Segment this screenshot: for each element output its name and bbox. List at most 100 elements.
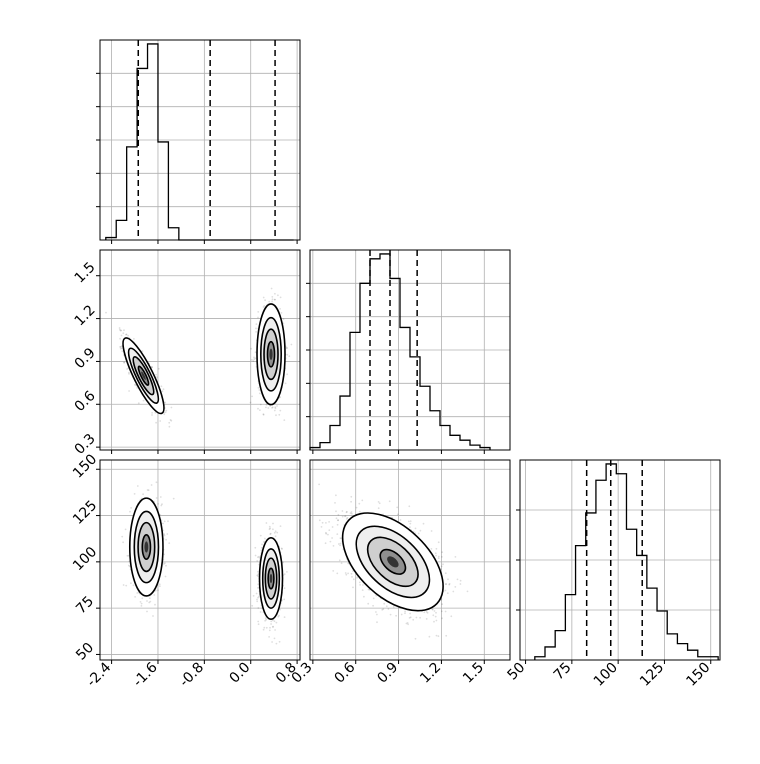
scatter-point xyxy=(171,407,173,409)
scatter-point xyxy=(368,589,370,591)
scatter-point xyxy=(138,402,140,404)
scatter-point xyxy=(404,611,406,613)
scatter-point xyxy=(441,566,443,568)
scatter-point xyxy=(151,412,153,414)
scatter-point xyxy=(389,500,391,502)
scatter-point xyxy=(264,538,266,540)
scatter-point xyxy=(276,643,278,645)
scatter-point xyxy=(258,389,260,391)
scatter-point xyxy=(122,541,124,543)
scatter-point xyxy=(146,600,148,602)
scatter-point xyxy=(378,501,380,503)
density-contour xyxy=(144,541,148,552)
scatter-point xyxy=(165,411,167,413)
scatter-point xyxy=(250,348,252,350)
scatter-point xyxy=(408,521,410,523)
scatter-point xyxy=(438,557,440,559)
scatter-point xyxy=(254,547,256,549)
scatter-point xyxy=(284,616,286,618)
scatter-point xyxy=(125,529,127,531)
scatter-point xyxy=(168,542,170,544)
scatter-point xyxy=(121,350,123,352)
scatter-point xyxy=(160,496,162,498)
scatter-point xyxy=(436,620,438,622)
scatter-point xyxy=(438,556,440,558)
scatter-point xyxy=(261,547,263,549)
scatter-point xyxy=(259,409,261,411)
scatter-point xyxy=(410,520,412,522)
scatter-point xyxy=(267,407,269,409)
scatter-panel-2-1 xyxy=(310,460,510,664)
scatter-point xyxy=(164,562,166,564)
scatter-point xyxy=(121,536,123,538)
scatter-point xyxy=(438,635,440,637)
scatter-point xyxy=(372,605,374,607)
scatter-point xyxy=(331,537,333,539)
scatter-point xyxy=(130,582,132,584)
scatter-point xyxy=(347,573,349,575)
scatter-point xyxy=(142,493,144,495)
scatter-point xyxy=(257,621,259,623)
scatter-point xyxy=(256,560,258,562)
scatter-point xyxy=(409,523,411,525)
scatter-point xyxy=(271,407,273,409)
scatter-point xyxy=(266,522,268,524)
scatter-point xyxy=(279,410,281,412)
scatter-point xyxy=(255,328,257,330)
scatter-point xyxy=(260,535,262,537)
scatter-point xyxy=(390,614,392,616)
scatter-point xyxy=(253,595,255,597)
scatter-point xyxy=(322,522,324,524)
scatter-point xyxy=(350,496,352,498)
scatter-point xyxy=(165,410,167,412)
scatter-point xyxy=(130,507,132,509)
scatter-point xyxy=(359,584,361,586)
scatter-point xyxy=(253,360,255,362)
scatter-point xyxy=(256,601,258,603)
scatter-point xyxy=(157,589,159,591)
scatter-point xyxy=(279,308,281,310)
scatter-point xyxy=(341,562,343,564)
scatter-point xyxy=(251,396,253,398)
scatter-point xyxy=(133,584,135,586)
scatter-point xyxy=(363,596,365,598)
scatter-point xyxy=(325,522,327,524)
scatter-point xyxy=(142,350,144,352)
scatter-point xyxy=(251,605,253,607)
scatter-point xyxy=(119,346,121,348)
scatter-point xyxy=(123,584,125,586)
panel-body xyxy=(310,460,510,660)
scatter-point xyxy=(128,372,130,374)
scatter-point xyxy=(333,545,335,547)
scatter-point xyxy=(340,543,342,545)
scatter-point xyxy=(257,311,259,313)
scatter-point xyxy=(155,422,157,424)
scatter-point xyxy=(436,548,438,550)
scatter-point xyxy=(151,414,153,416)
scatter-point xyxy=(339,559,341,561)
scatter-point xyxy=(286,354,288,356)
scatter-point xyxy=(275,414,277,416)
scatter-point xyxy=(165,576,167,578)
scatter-point xyxy=(445,590,447,592)
scatter-point xyxy=(467,591,469,593)
panel-body xyxy=(100,460,300,660)
scatter-point xyxy=(431,530,433,532)
scatter-point xyxy=(286,373,288,375)
scatter-point xyxy=(447,578,449,580)
scatter-point xyxy=(415,528,417,530)
scatter-point xyxy=(356,507,358,509)
scatter-point xyxy=(128,390,130,392)
scatter-point xyxy=(152,615,154,617)
scatter-point xyxy=(164,535,166,537)
histogram-panel-1 xyxy=(306,250,510,454)
scatter-point xyxy=(258,596,260,598)
scatter-point xyxy=(156,376,158,378)
scatter-point xyxy=(338,543,340,545)
scatter-point xyxy=(134,596,136,598)
scatter-point xyxy=(257,587,259,589)
scatter-point xyxy=(284,587,286,589)
scatter-point xyxy=(165,539,167,541)
scatter-point xyxy=(256,323,258,325)
